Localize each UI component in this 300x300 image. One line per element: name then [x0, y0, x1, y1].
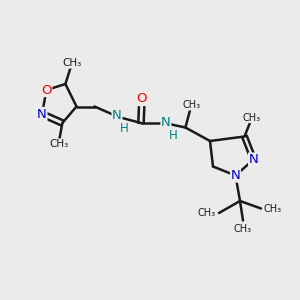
Text: N: N: [231, 169, 240, 182]
Text: N: N: [37, 107, 47, 121]
Text: N: N: [112, 109, 122, 122]
Text: CH₃: CH₃: [264, 203, 282, 214]
Text: N: N: [249, 153, 258, 166]
Text: H: H: [168, 129, 177, 142]
Text: CH₃: CH₃: [49, 139, 68, 149]
Text: CH₃: CH₃: [182, 100, 200, 110]
Text: H: H: [120, 122, 129, 135]
Text: CH₃: CH₃: [198, 208, 216, 218]
Text: N: N: [161, 116, 171, 129]
Text: CH₃: CH₃: [243, 112, 261, 123]
Text: CH₃: CH₃: [234, 224, 252, 233]
Text: CH₃: CH₃: [62, 58, 82, 68]
Text: O: O: [137, 92, 147, 106]
Text: O: O: [41, 83, 52, 97]
